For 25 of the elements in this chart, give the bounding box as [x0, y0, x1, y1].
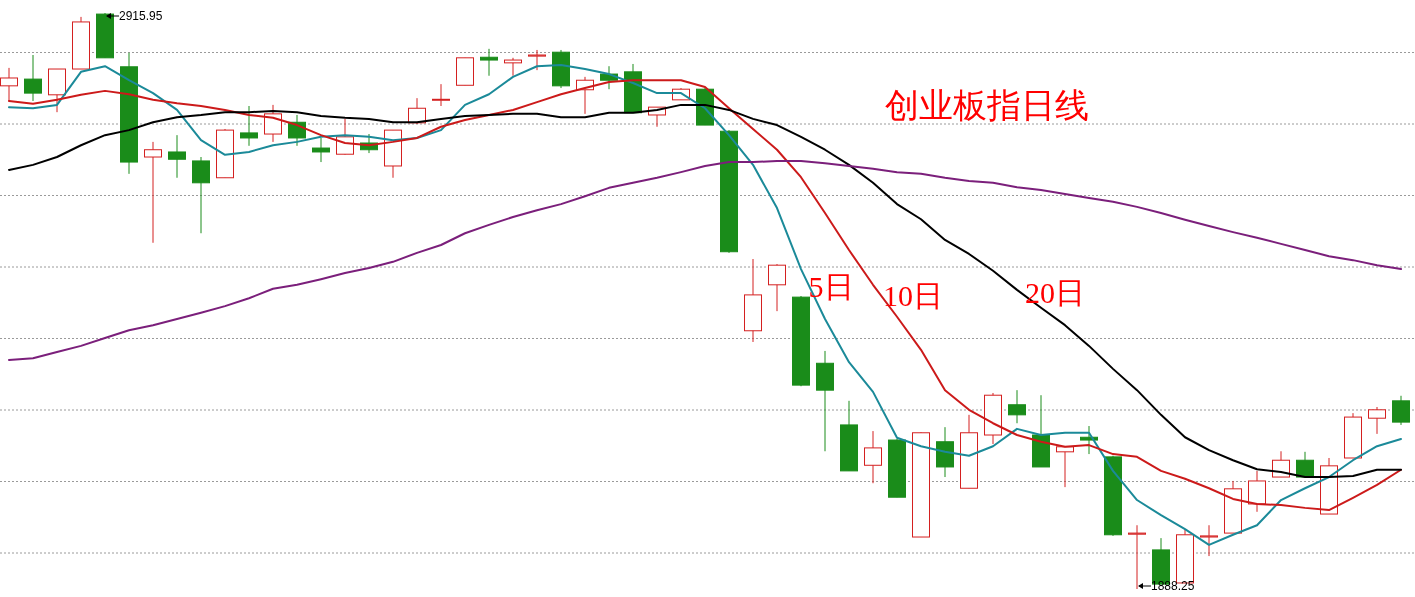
candlestick [1008, 389, 1027, 424]
candlestick [864, 430, 883, 484]
annotation: 2915.95 [119, 9, 163, 23]
candlestick [1368, 406, 1387, 435]
candlestick [1200, 524, 1219, 557]
candlestick [168, 134, 186, 179]
candlestick [1296, 451, 1315, 478]
candlestick [264, 104, 282, 143]
candlestick [312, 137, 330, 163]
annotation: 1888.25 [1151, 579, 1195, 593]
candlestick [480, 48, 498, 77]
annotation: 5日 [808, 270, 854, 303]
annotation: 20日 [1025, 276, 1085, 309]
candlestick [1392, 395, 1411, 426]
candlestick [768, 263, 786, 312]
candlestick [240, 105, 258, 147]
annotation: 10日 [883, 279, 943, 312]
candlestick [528, 49, 546, 71]
candlestick [504, 57, 522, 77]
text: 创业板指日线 [885, 87, 1089, 124]
candlestick [432, 83, 450, 107]
candlestick [24, 54, 42, 102]
candlestick [1080, 425, 1099, 455]
candlestick [192, 156, 210, 234]
candlestick [144, 141, 162, 244]
